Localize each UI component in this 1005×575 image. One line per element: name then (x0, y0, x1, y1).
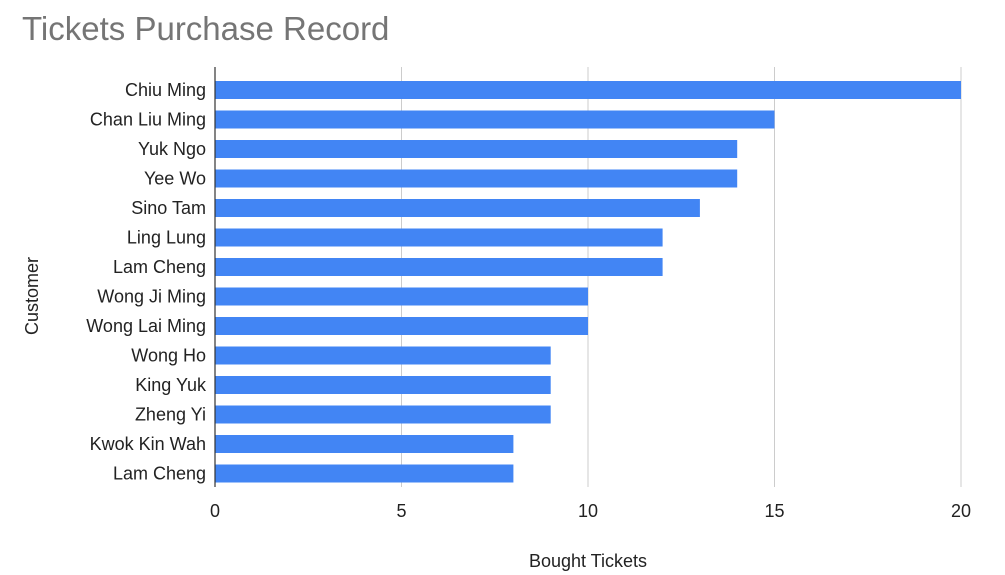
bar (215, 228, 663, 247)
bar (215, 435, 514, 453)
x-tick-label: 5 (396, 501, 406, 521)
category-label: Wong Lai Ming (86, 316, 206, 336)
bar (215, 317, 588, 335)
x-tick-label: 20 (951, 501, 971, 521)
x-axis-title: Bought Tickets (529, 551, 647, 571)
category-label: Yee Wo (144, 169, 206, 189)
x-tick-label: 15 (764, 501, 784, 521)
bar (215, 110, 775, 129)
category-label: Chan Liu Ming (90, 110, 206, 130)
category-label: Wong Ji Ming (97, 287, 206, 307)
bar (215, 464, 514, 483)
x-tick-label: 0 (210, 501, 220, 521)
bar (215, 258, 663, 276)
y-axis-title: Customer (22, 257, 42, 335)
category-label: Lam Cheng (113, 464, 206, 484)
bar (215, 346, 551, 365)
chart-title: Tickets Purchase Record (22, 10, 390, 47)
x-tick-label: 10 (578, 501, 598, 521)
bar (215, 405, 551, 424)
category-label: Sino Tam (131, 198, 206, 218)
gridlines (401, 67, 962, 487)
bar (215, 376, 551, 394)
category-label: Wong Ho (131, 346, 206, 366)
bars (215, 81, 961, 483)
category-label: King Yuk (135, 375, 207, 395)
labels: 0 5 10 15 20 Chiu Ming Chan Liu Ming Yuk Ngo Yee… (86, 80, 971, 521)
bar (215, 287, 588, 306)
category-label: Chiu Ming (125, 80, 206, 100)
category-label: Yuk Ngo (138, 139, 206, 159)
bar (215, 199, 700, 217)
category-label: Ling Lung (127, 228, 206, 248)
bar (215, 81, 961, 99)
category-label: Lam Cheng (113, 257, 206, 277)
category-label: Zheng Yi (135, 405, 206, 425)
bar (215, 169, 738, 188)
bar (215, 140, 738, 158)
category-label: Kwok Kin Wah (90, 434, 206, 454)
